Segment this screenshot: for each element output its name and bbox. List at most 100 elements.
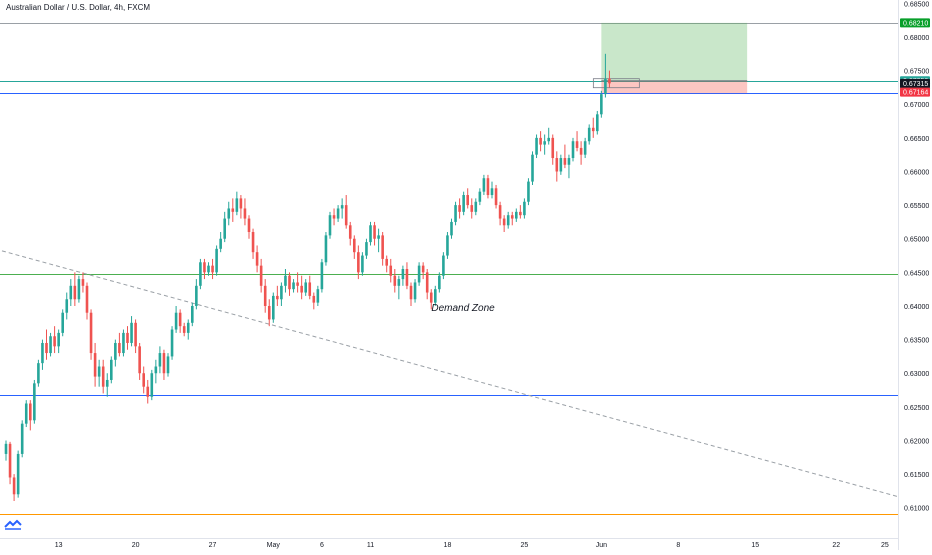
- candle-body: [77, 279, 81, 300]
- candle: [340, 198, 344, 219]
- candle: [45, 329, 48, 360]
- candle-body: [539, 137, 542, 145]
- candle: [89, 309, 93, 360]
- candle: [191, 302, 194, 327]
- candle: [138, 342, 141, 380]
- candle-body: [421, 265, 425, 273]
- candle: [539, 131, 542, 152]
- candle: [154, 359, 158, 384]
- candle: [596, 110, 599, 135]
- candle-body: [33, 383, 36, 421]
- candle: [490, 181, 494, 199]
- candle-body: [178, 312, 182, 327]
- candle-body: [288, 275, 291, 290]
- candle-body: [247, 218, 251, 233]
- candle: [393, 269, 397, 293]
- candle: [101, 359, 105, 394]
- candle-body: [267, 305, 271, 320]
- candle: [547, 127, 550, 145]
- candle-body: [292, 282, 295, 290]
- candle-body: [61, 312, 64, 333]
- candle-body: [328, 215, 332, 236]
- candle: [357, 245, 360, 280]
- candle: [65, 292, 69, 320]
- candle-body: [348, 225, 352, 239]
- price-label: 0.68210: [900, 18, 930, 28]
- candle: [215, 245, 218, 276]
- candle-body: [45, 342, 48, 354]
- price-tick-label: 0.63500: [904, 338, 929, 345]
- candle-body: [174, 312, 178, 330]
- candle-body: [223, 218, 226, 239]
- candle-body: [69, 285, 73, 300]
- candle: [162, 349, 166, 380]
- candle-body: [494, 188, 498, 206]
- candle: [8, 441, 12, 485]
- time-tick-label: 27: [209, 542, 217, 549]
- candle-body: [442, 255, 445, 276]
- candle: [510, 211, 514, 226]
- candle: [320, 258, 324, 293]
- candle-body: [498, 205, 502, 219]
- candle: [12, 474, 16, 502]
- candle: [555, 151, 559, 182]
- candle-body: [510, 215, 514, 219]
- time-axis[interactable]: 13 20 27 May 6 11 18 25 Jun 8 15 22 25: [0, 538, 898, 550]
- tradingview-logo-icon: [4, 519, 22, 530]
- candle-body: [37, 363, 40, 384]
- candle: [466, 188, 469, 209]
- candle-body: [97, 366, 101, 377]
- candle-body: [12, 477, 16, 495]
- candle-body: [527, 181, 530, 202]
- candle: [434, 285, 437, 306]
- candle-body: [543, 141, 546, 145]
- candle: [150, 369, 154, 401]
- candle-body: [340, 205, 344, 209]
- candle: [114, 339, 117, 367]
- candle-body: [446, 235, 449, 256]
- candle: [591, 117, 595, 138]
- candle-body: [235, 198, 239, 212]
- demand-zone-label: Demand Zone: [431, 303, 495, 314]
- candle-body: [57, 332, 60, 347]
- candle: [506, 211, 510, 229]
- candle-body: [336, 208, 340, 219]
- price-tick-label: 0.61500: [904, 472, 929, 479]
- candle-body: [150, 373, 154, 397]
- candle: [219, 232, 222, 253]
- position-tool[interactable]: [592, 22, 748, 94]
- price-label-text: 0.67164: [903, 90, 928, 97]
- candle-body: [559, 158, 563, 172]
- candle-body: [65, 299, 69, 313]
- price-tick-label: 0.61000: [904, 506, 929, 513]
- candle-body: [300, 285, 303, 293]
- candle-body: [535, 137, 538, 155]
- price-tick-label: 0.66000: [904, 169, 929, 176]
- candle: [583, 137, 587, 159]
- candle: [170, 326, 174, 360]
- candle-body: [353, 238, 356, 253]
- candle-body: [547, 137, 550, 142]
- price-tick-label: 0.65000: [904, 237, 929, 244]
- candle: [69, 279, 73, 306]
- candle-body: [434, 289, 437, 303]
- candle-body: [389, 265, 393, 276]
- candle-body: [89, 312, 93, 354]
- candle: [369, 221, 372, 246]
- price-tick-label: 0.68000: [904, 35, 929, 42]
- candle-body: [385, 258, 388, 266]
- candle-body: [458, 205, 461, 212]
- candle: [385, 255, 388, 273]
- candle: [235, 191, 239, 216]
- candle-body: [397, 279, 401, 286]
- price-tick-label: 0.68500: [904, 1, 929, 8]
- price-label-background: [900, 87, 930, 97]
- candle-body: [272, 295, 275, 320]
- candle-body: [344, 205, 348, 226]
- candle: [336, 205, 340, 222]
- time-tick-label: 15: [751, 542, 759, 549]
- candle: [4, 440, 8, 461]
- candle-body: [393, 275, 397, 286]
